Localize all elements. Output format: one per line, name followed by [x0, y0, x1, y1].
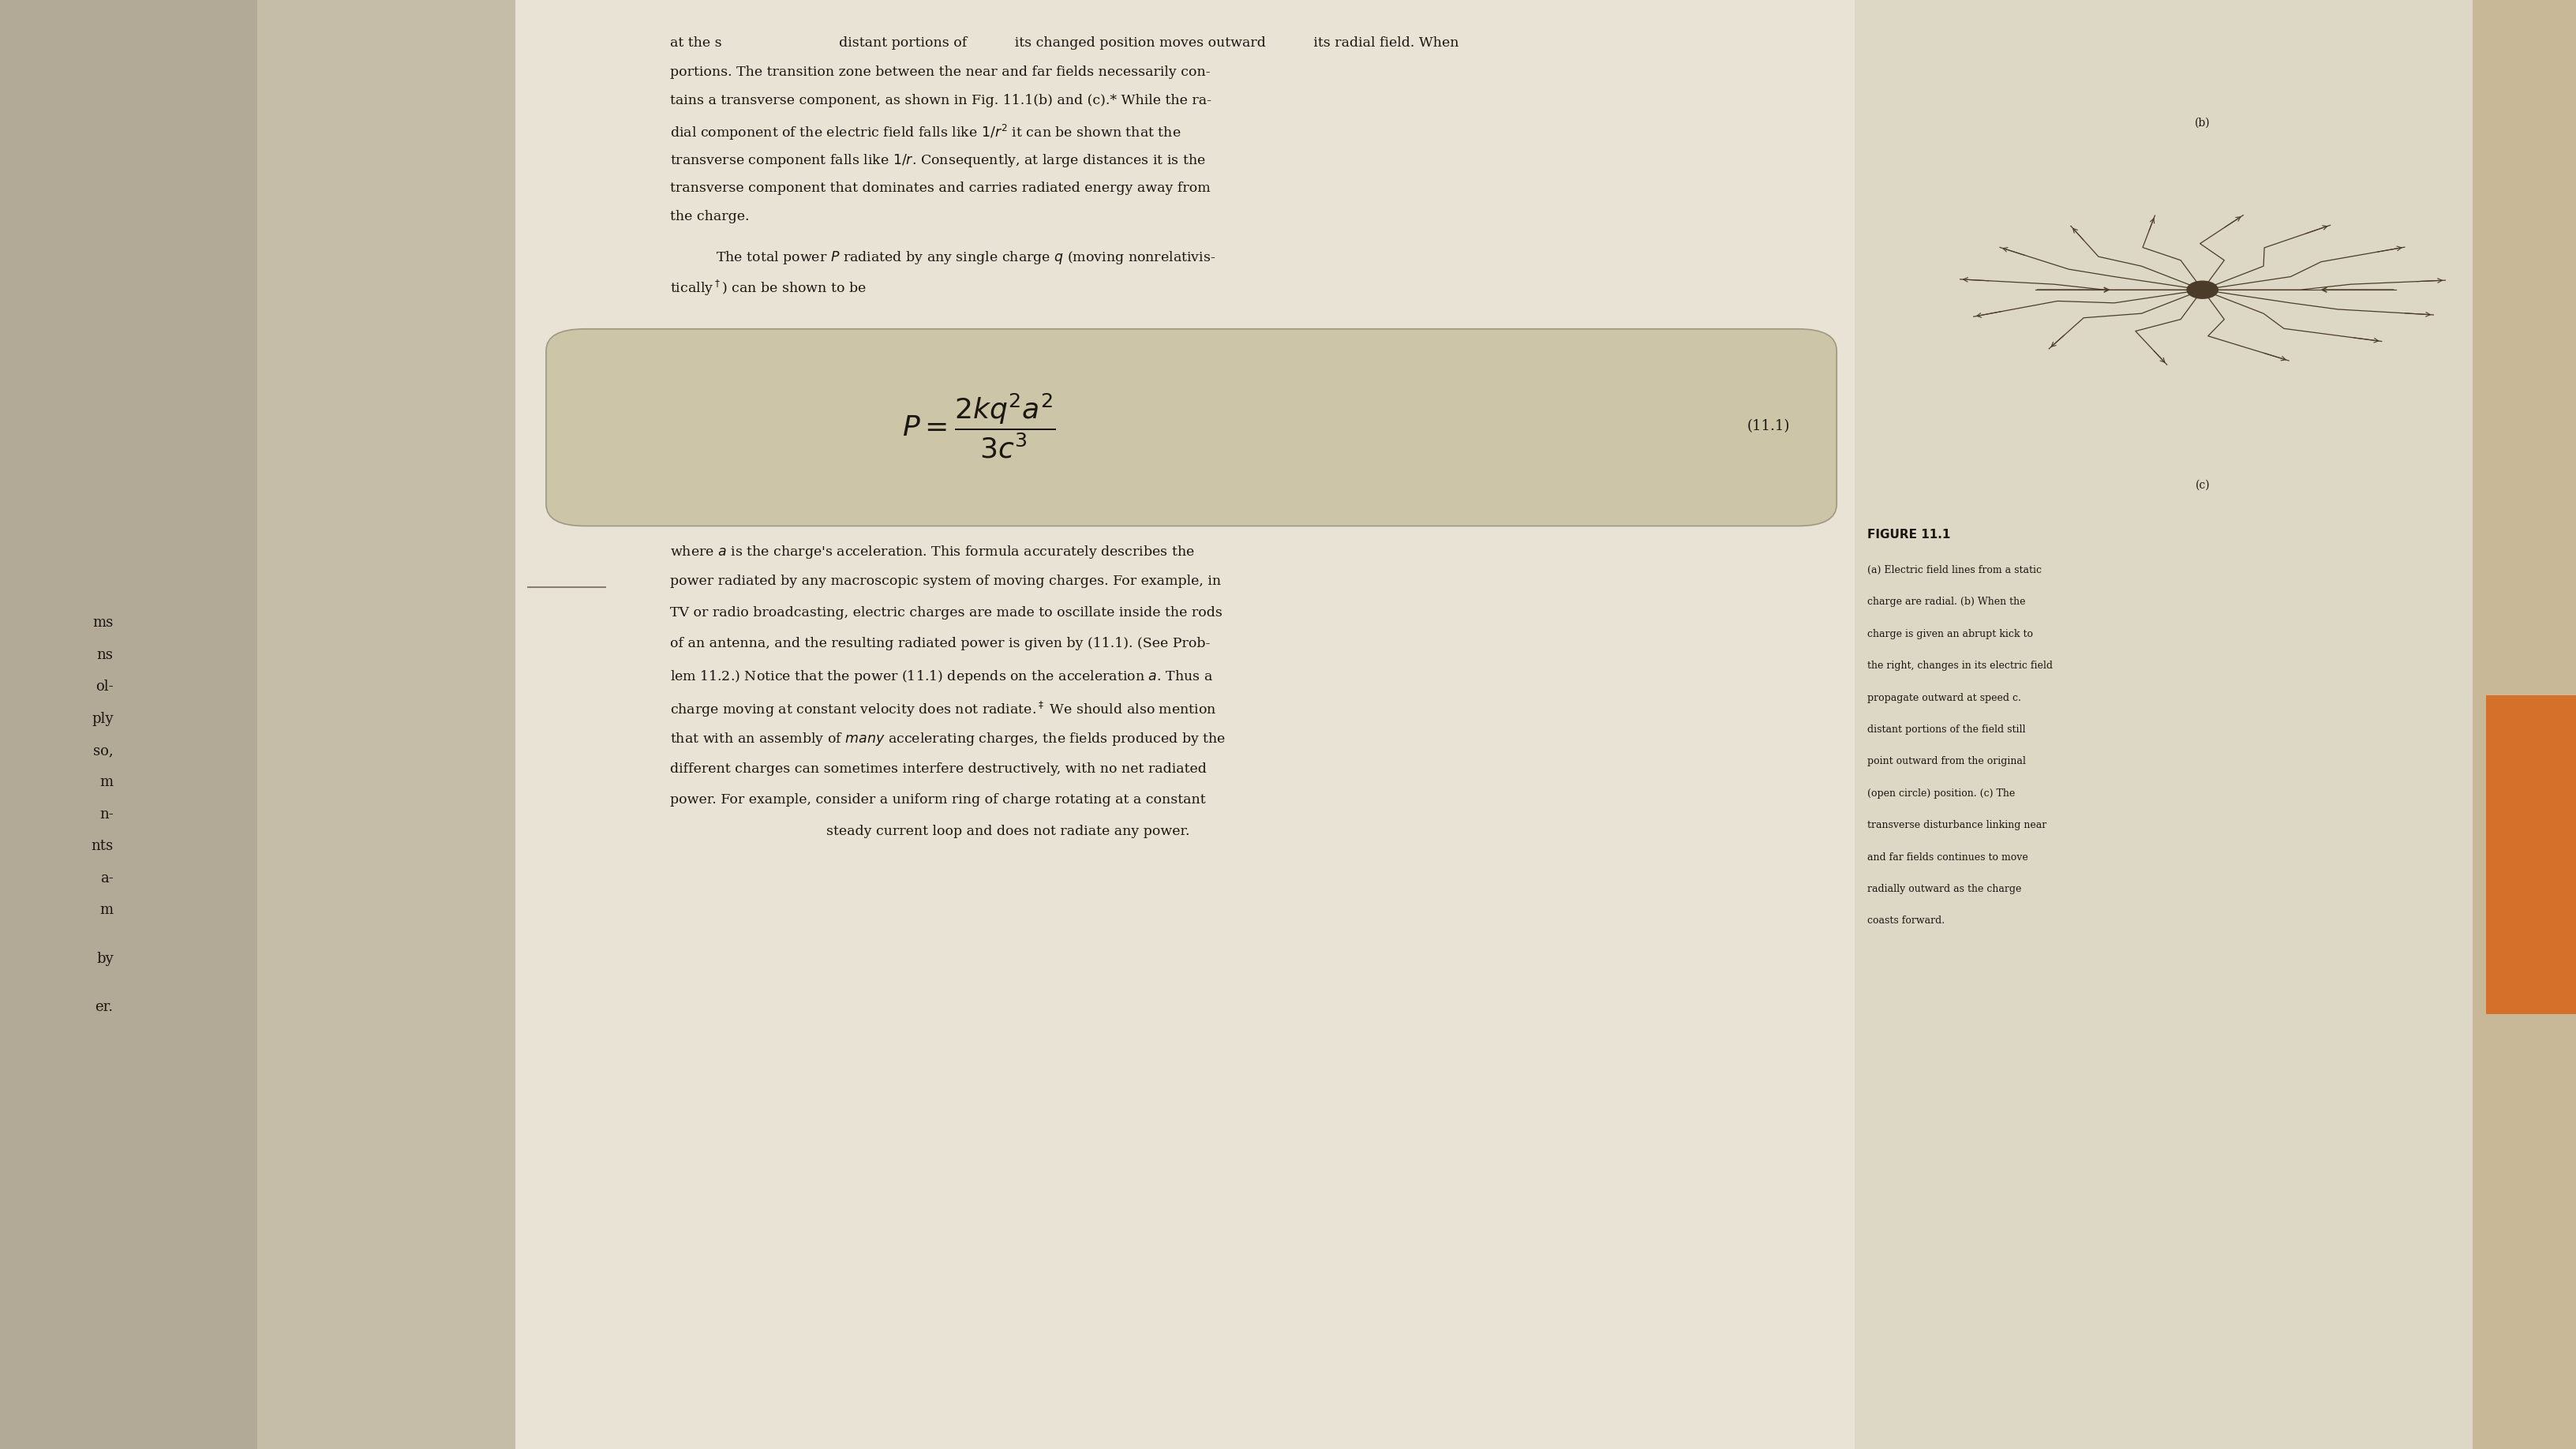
Text: tically$^\dagger$) can be shown to be: tically$^\dagger$) can be shown to be [670, 278, 866, 297]
FancyBboxPatch shape [2473, 0, 2576, 1449]
Text: nts: nts [90, 839, 113, 853]
Text: transverse component falls like $1/r$. Consequently, at large distances it is th: transverse component falls like $1/r$. C… [670, 152, 1206, 168]
Text: (b): (b) [2195, 117, 2210, 129]
Text: TV or radio broadcasting, electric charges are made to oscillate inside the rods: TV or radio broadcasting, electric charg… [670, 606, 1221, 619]
Text: charge moving at constant velocity does not radiate.$^\ddagger$ We should also m: charge moving at constant velocity does … [670, 700, 1216, 719]
Text: a-: a- [100, 871, 113, 885]
Text: charge are radial. (b) When the: charge are radial. (b) When the [1868, 597, 2025, 607]
Text: (11.1): (11.1) [1747, 419, 1790, 433]
Text: coasts forward.: coasts forward. [1868, 916, 1945, 926]
Text: charge is given an abrupt kick to: charge is given an abrupt kick to [1868, 629, 2032, 639]
Text: by: by [95, 952, 113, 966]
Text: ns: ns [98, 648, 113, 662]
Text: lem 11.2.) Notice that the power (11.1) depends on the acceleration $a$. Thus a: lem 11.2.) Notice that the power (11.1) … [670, 668, 1213, 685]
Text: n-: n- [100, 807, 113, 822]
Text: the right, changes in its electric field: the right, changes in its electric field [1868, 661, 2053, 671]
Text: m: m [100, 775, 113, 790]
Text: transverse component that dominates and carries radiated energy away from: transverse component that dominates and … [670, 181, 1211, 194]
Text: (open circle) position. (c) The: (open circle) position. (c) The [1868, 788, 2014, 798]
Text: where $a$ is the charge's acceleration. This formula accurately describes the: where $a$ is the charge's acceleration. … [670, 543, 1195, 559]
Text: $P = \dfrac{2kq^2a^2}{3c^3}$: $P = \dfrac{2kq^2a^2}{3c^3}$ [902, 391, 1056, 461]
Text: at the s                           distant portions of           its changed pos: at the s distant portions of its changed… [670, 36, 1458, 49]
Text: different charges can sometimes interfere destructively, with no net radiated: different charges can sometimes interfer… [670, 762, 1206, 775]
Text: transverse disturbance linking near: transverse disturbance linking near [1868, 820, 2048, 830]
Text: dial component of the electric field falls like $1/r^2$ it can be shown that the: dial component of the electric field fal… [670, 123, 1180, 142]
Text: steady current loop and does not radiate any power.: steady current loop and does not radiate… [670, 824, 1190, 838]
Text: that with an assembly of $\mathit{many}$ accelerating charges, the fields produc: that with an assembly of $\mathit{many}$… [670, 730, 1226, 748]
Text: FIGURE 11.1: FIGURE 11.1 [1868, 529, 1950, 540]
Text: point outward from the original: point outward from the original [1868, 756, 2027, 767]
Text: the charge.: the charge. [670, 210, 750, 223]
Text: radially outward as the charge: radially outward as the charge [1868, 884, 2022, 894]
Text: power. For example, consider a uniform ring of charge rotating at a constant: power. For example, consider a uniform r… [670, 793, 1206, 807]
Text: ol-: ol- [95, 680, 113, 694]
Text: power radiated by any macroscopic system of moving charges. For example, in: power radiated by any macroscopic system… [670, 575, 1221, 588]
FancyBboxPatch shape [0, 0, 258, 1449]
FancyBboxPatch shape [0, 0, 515, 1449]
Text: ms: ms [93, 616, 113, 630]
Text: tains a transverse component, as shown in Fig. 11.1(b) and (c).* While the ra-: tains a transverse component, as shown i… [670, 94, 1211, 107]
Text: and far fields continues to move: and far fields continues to move [1868, 852, 2027, 862]
Text: er.: er. [95, 1000, 113, 1014]
Text: (c): (c) [2195, 480, 2210, 491]
FancyBboxPatch shape [546, 329, 1837, 526]
Text: The total power $P$ radiated by any single charge $q$ (moving nonrelativis-: The total power $P$ radiated by any sing… [716, 249, 1216, 265]
FancyBboxPatch shape [515, 0, 1855, 1449]
FancyBboxPatch shape [1855, 0, 2473, 1449]
Text: (a) Electric field lines from a static: (a) Electric field lines from a static [1868, 565, 2043, 575]
Text: ply: ply [93, 711, 113, 726]
FancyBboxPatch shape [2486, 696, 2576, 1014]
Circle shape [2187, 281, 2218, 298]
Text: m: m [100, 903, 113, 917]
Text: portions. The transition zone between the near and far fields necessarily con-: portions. The transition zone between th… [670, 65, 1211, 78]
Text: propagate outward at speed c.: propagate outward at speed c. [1868, 693, 2022, 703]
Text: distant portions of the field still: distant portions of the field still [1868, 724, 2025, 735]
Text: of an antenna, and the resulting radiated power is given by (11.1). (See Prob-: of an antenna, and the resulting radiate… [670, 638, 1211, 651]
Text: so,: so, [93, 743, 113, 758]
